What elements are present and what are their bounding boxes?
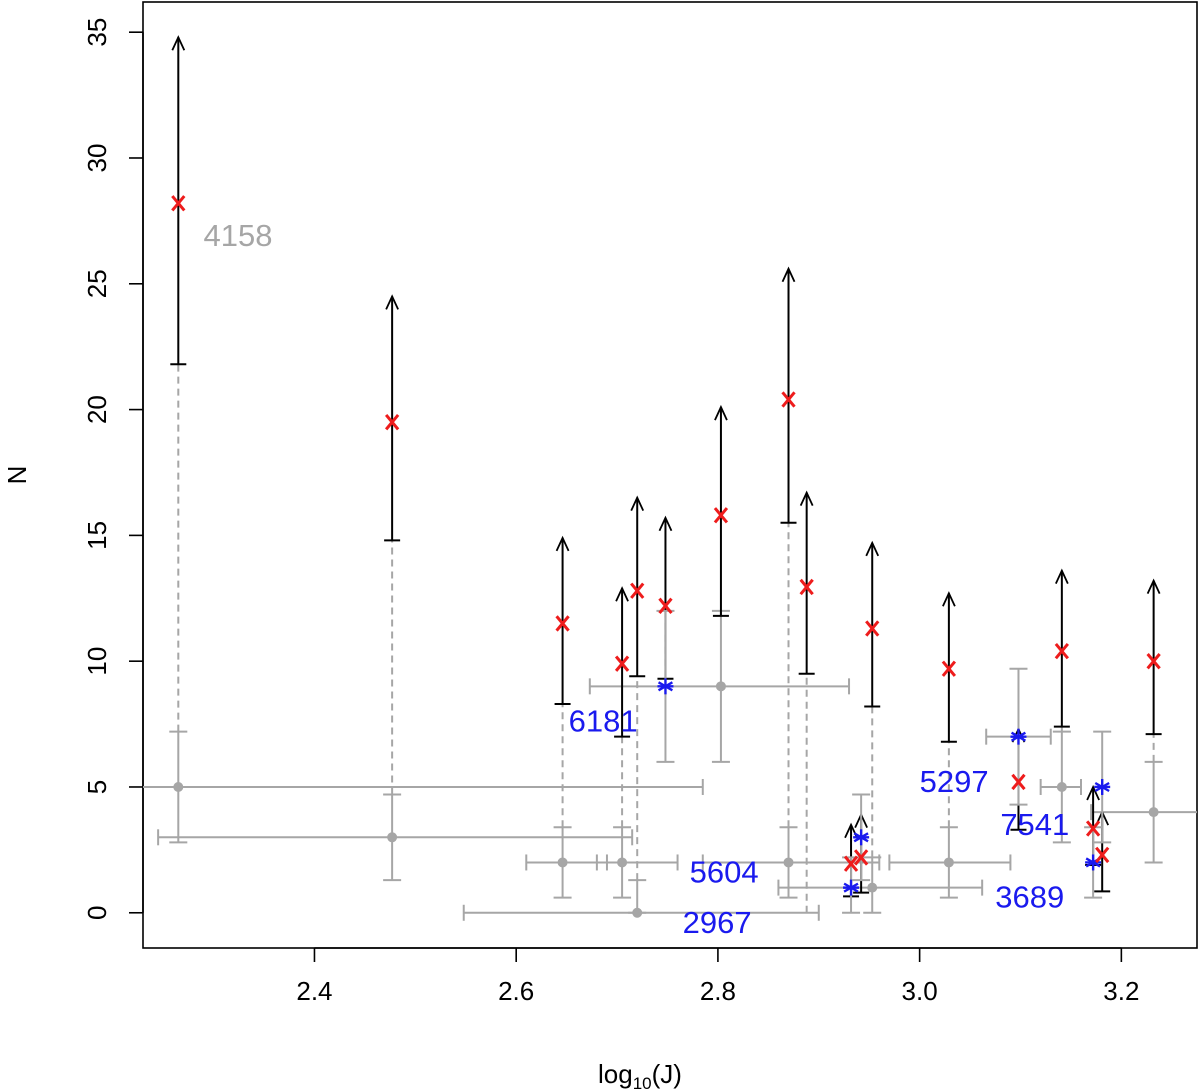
annotation-label: 3689 <box>995 880 1064 915</box>
dashed-link-lines <box>177 364 1155 913</box>
annotation-label: 5297 <box>920 764 989 799</box>
annotation-label: 2967 <box>683 905 752 940</box>
gray-point <box>387 832 398 843</box>
gray-point <box>557 857 568 868</box>
red-cross-point <box>630 582 645 599</box>
limit-arrow-head <box>942 591 956 607</box>
limit-arrow-head <box>385 294 399 310</box>
lower-limit-bars <box>170 35 1162 898</box>
gray-point <box>715 681 726 692</box>
blue-star-point <box>1010 728 1027 745</box>
limit-arrow-head <box>1146 578 1161 595</box>
gray-point <box>1056 781 1067 792</box>
blue-star-point <box>843 879 860 896</box>
red-cross-stroke <box>171 195 186 212</box>
red-cross-point <box>799 578 814 596</box>
red-cross-point <box>1146 653 1161 670</box>
y-tick-label: 5 <box>82 780 112 794</box>
y-tick-label: 0 <box>82 906 112 920</box>
red-cross-stroke <box>384 414 400 431</box>
red-cross-point <box>384 414 400 431</box>
blue-star-point <box>657 678 674 695</box>
red-cross-stroke <box>781 391 796 408</box>
red-cross-point <box>1095 846 1110 864</box>
limit-arrow-head <box>615 586 629 602</box>
gray-observed-points <box>143 609 1197 921</box>
red-cross-point <box>865 620 880 637</box>
limit-arrow-head <box>630 495 645 512</box>
red-cross-point <box>1085 820 1101 837</box>
y-tick-label: 25 <box>82 269 112 298</box>
y-tick-label: 30 <box>82 144 112 173</box>
red-cross-stroke <box>713 507 729 524</box>
x-tick-label: 2.6 <box>498 976 534 1006</box>
x-axis-label-tail: (J) <box>652 1059 682 1089</box>
limit-arrow-head <box>799 490 814 506</box>
x-tick-label: 2.8 <box>700 976 736 1006</box>
red-cross-point <box>781 391 796 408</box>
annotation-label: 6181 <box>569 704 638 739</box>
limit-arrow-head <box>1055 568 1069 584</box>
red-cross-stroke <box>1095 846 1110 864</box>
x-tick-label: 3.0 <box>902 976 938 1006</box>
red-cross-stroke <box>1146 653 1161 670</box>
limit-arrow-head <box>714 404 728 421</box>
red-cross-point <box>713 507 729 524</box>
red-cross-stroke <box>843 855 859 872</box>
x-axis-label-main: log <box>598 1059 633 1089</box>
limit-arrow-head <box>555 535 570 552</box>
gray-point <box>173 781 184 792</box>
annotation-label: 5604 <box>690 855 759 890</box>
red-cross-point <box>555 615 570 632</box>
annotation-label: 7541 <box>1000 807 1069 842</box>
red-cross-stroke <box>799 578 814 596</box>
y-axis-label: N <box>2 466 32 485</box>
red-cross-stroke <box>1011 773 1026 791</box>
x-axis-label: log10(J) <box>598 1059 682 1092</box>
red-cross-stroke <box>555 615 570 632</box>
y-axis: 0 5 10 15 20 25 30 35 <box>82 18 144 920</box>
gray-point <box>783 857 794 868</box>
limit-arrow-head <box>1086 784 1100 801</box>
red-cross-point <box>1011 773 1026 791</box>
red-cross-stroke <box>1085 820 1101 837</box>
x-tick-label: 3.2 <box>1103 976 1139 1006</box>
red-cross-stroke <box>614 655 630 672</box>
red-cross-stroke <box>941 660 957 677</box>
x-axis-label-subscript: 10 <box>633 1074 652 1092</box>
gray-point <box>632 907 643 918</box>
red-cross-point <box>614 655 630 672</box>
blue-star-point <box>1094 778 1111 795</box>
limit-arrow-head <box>171 35 186 51</box>
y-tick-label: 35 <box>82 18 112 47</box>
red-cross-stroke <box>865 620 880 637</box>
limit-arrow-head <box>658 515 673 532</box>
red-cross-stroke <box>1054 642 1069 660</box>
y-tick-label: 15 <box>82 521 112 550</box>
x-tick-label: 2.4 <box>296 976 332 1006</box>
red-cross-point <box>853 849 869 866</box>
x-axis: 2.4 2.6 2.8 3.0 3.2 <box>296 947 1139 1006</box>
red-cross-points <box>171 195 1161 872</box>
y-tick-label: 10 <box>82 647 112 676</box>
gray-point <box>943 857 954 868</box>
limit-arrow-head <box>865 540 880 557</box>
red-cross-point <box>843 855 859 872</box>
gray-point <box>867 882 878 893</box>
red-cross-stroke <box>853 849 869 866</box>
annotation-label: 4158 <box>204 218 273 253</box>
red-cross-point <box>171 195 186 212</box>
red-cross-point <box>1054 642 1069 660</box>
gray-point <box>617 857 628 868</box>
y-tick-label: 20 <box>82 395 112 424</box>
limit-arrow-head <box>781 266 796 283</box>
gray-point <box>1148 807 1159 818</box>
point-annotations: 4158 6181 5604 2967 5297 7541 3689 <box>204 218 1070 940</box>
red-cross-stroke <box>630 582 645 599</box>
red-cross-point <box>658 597 673 614</box>
red-cross-point <box>941 660 957 677</box>
blue-star-point <box>853 829 870 846</box>
red-cross-stroke <box>658 597 673 614</box>
